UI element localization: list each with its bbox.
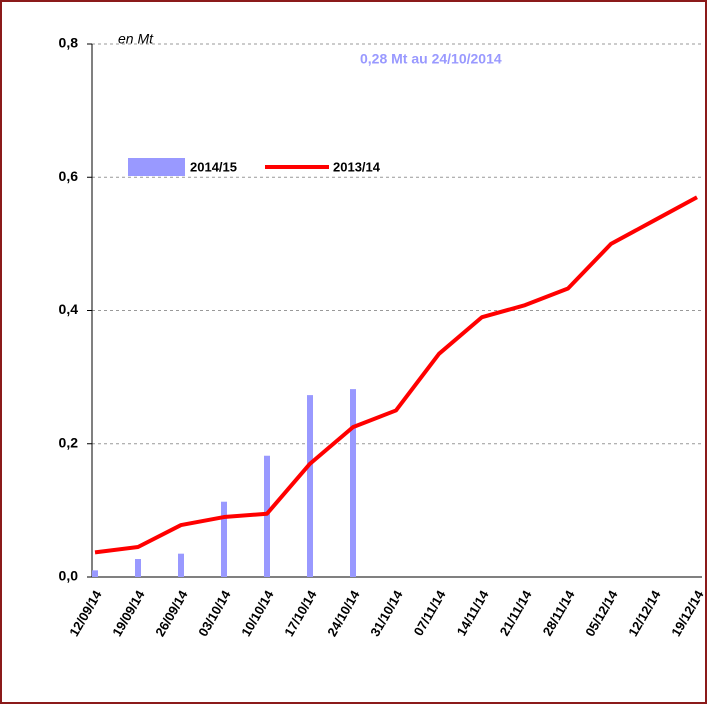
bar [135, 559, 141, 577]
line [94, 195, 698, 555]
unit-label: en Mt [118, 31, 154, 47]
legend-label: 2013/14 [333, 159, 381, 174]
y-tick-label: 0,4 [59, 301, 79, 317]
y-tick-label: 0,8 [59, 35, 79, 51]
bar [264, 455, 270, 577]
y-tick-label: 0,0 [59, 568, 79, 584]
bar [350, 389, 356, 577]
bar [178, 553, 184, 577]
annotation: 0,28 Mt au 24/10/2014 [360, 51, 502, 67]
bar [221, 501, 227, 577]
bar [307, 395, 313, 577]
legend-swatch [128, 158, 185, 176]
bar [92, 570, 98, 577]
y-tick-label: 0,6 [59, 168, 79, 184]
y-tick-label: 0,2 [59, 434, 79, 450]
legend-label: 2014/15 [190, 159, 237, 174]
